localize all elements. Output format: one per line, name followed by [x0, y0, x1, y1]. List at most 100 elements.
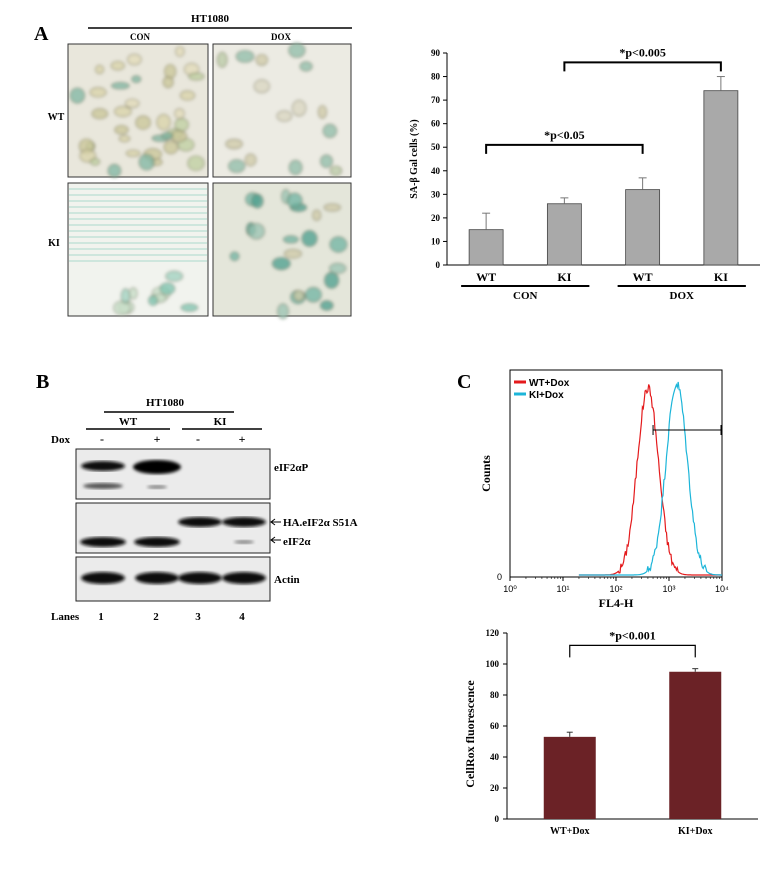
y-tick-label: 30 — [431, 189, 441, 199]
x-tick-label: WT+Dox — [550, 826, 590, 837]
x-tick-label: 10⁰ — [503, 584, 517, 594]
y-tick-label: 120 — [486, 628, 500, 638]
cell-blob — [95, 64, 105, 74]
cell-blob — [276, 110, 292, 122]
bar-3 — [703, 90, 739, 266]
cell-blob — [175, 46, 185, 57]
group-label: CON — [513, 290, 538, 302]
cell-blob — [111, 82, 130, 90]
western-cell-line: HT1080 — [146, 397, 184, 409]
cell-blob — [69, 87, 85, 104]
cell-blob — [127, 53, 142, 66]
significance-bracket — [563, 61, 722, 72]
x-tick-label: KI — [557, 270, 571, 284]
y-tick-label: 60 — [490, 721, 500, 731]
y-tick-label: 20 — [431, 213, 441, 223]
lane-number-3: 3 — [195, 611, 201, 623]
y-tick-label: 50 — [431, 142, 441, 152]
y-axis-label: SA-β Gal cells (%) — [409, 119, 420, 198]
chart-sa-beta-gal: 0 10 20 30 40 50 60 70 80 90 SA-β Gal cells (%) WT K… — [409, 45, 760, 302]
cell-blob — [305, 287, 322, 303]
cell-blob — [164, 64, 177, 79]
cell-blob — [161, 132, 174, 140]
bar-0 — [468, 229, 504, 266]
arrow-icon-eif2a — [270, 536, 281, 544]
y-axis-label: Counts — [479, 455, 493, 492]
cell-blob — [188, 72, 205, 81]
cell-blob — [253, 79, 270, 93]
cell-blob — [324, 271, 339, 289]
western-dox-lane1: - — [100, 432, 104, 446]
cell-blob — [180, 303, 198, 312]
western-dox-label: Dox — [51, 434, 70, 446]
cell-blob — [288, 42, 306, 58]
cell-blob — [320, 154, 333, 168]
cell-blob — [180, 90, 196, 101]
cell-blob — [113, 300, 131, 316]
significance-label: *p<0.05 — [544, 128, 585, 142]
x-tick-label: 10² — [609, 584, 622, 594]
cell-blob — [229, 251, 240, 261]
cell-blob — [114, 125, 129, 135]
legend-label: KI+Dox — [529, 390, 564, 401]
cell-blob — [312, 209, 322, 221]
blot-eif2ap — [75, 448, 271, 500]
cell-blob — [120, 288, 131, 304]
cell-blob — [228, 159, 246, 173]
x-tick-label: 10³ — [662, 584, 675, 594]
x-tick-label: KI — [714, 270, 728, 284]
cell-blob — [114, 106, 132, 117]
cell-blob — [135, 115, 151, 130]
micrograph-ki-dox — [212, 182, 352, 320]
cell-blob — [131, 75, 142, 83]
cell-blob — [187, 155, 205, 171]
bar-2 — [625, 189, 661, 266]
cell-blob — [320, 300, 334, 311]
group-label: DOX — [670, 290, 695, 302]
cell-blob — [317, 105, 327, 119]
western-group-wt: WT — [119, 416, 138, 428]
significance-bracket — [569, 644, 696, 658]
series-line-wt — [578, 384, 722, 576]
micrograph-wt-dox — [212, 42, 352, 178]
lanes-label: Lanes — [51, 611, 80, 623]
lane-number-2: 2 — [153, 611, 159, 623]
cell-blob — [284, 249, 302, 259]
cell-blob — [323, 203, 341, 212]
cell-blob — [128, 287, 138, 300]
cell-blob — [277, 303, 289, 320]
micrograph-col-con: CON — [130, 32, 151, 42]
y-tick-label: 0 — [436, 260, 441, 270]
arrow-icon-ha-eif2a — [270, 518, 281, 526]
cell-blob — [148, 295, 158, 306]
cell-blob — [165, 270, 183, 282]
bar-1 — [669, 671, 722, 819]
lane-number-4: 4 — [239, 611, 245, 623]
micrograph-wt-con — [67, 43, 209, 178]
panel-b-label: B — [36, 371, 49, 393]
x-tick-label: 10⁴ — [715, 584, 729, 594]
legend-label: WT+Dox — [529, 378, 570, 389]
cell-blob — [89, 87, 107, 98]
cell-blob — [91, 108, 108, 119]
y-tick-label: 10 — [431, 236, 441, 246]
significance-label: *p<0.005 — [619, 45, 666, 59]
significance-label: *p<0.001 — [609, 628, 656, 642]
cell-blob — [107, 164, 122, 178]
western-dox-lane4: + — [239, 432, 246, 446]
cell-blob — [299, 61, 313, 72]
y-tick-label: 80 — [490, 690, 500, 700]
y-tick-label: 0 — [495, 814, 500, 824]
x-axis-label: FL4-H — [599, 596, 634, 610]
y-tick-label: 40 — [431, 166, 441, 176]
cell-blob — [272, 257, 291, 270]
y-tick-label: 60 — [431, 119, 441, 129]
bar-1 — [546, 203, 582, 266]
blot-actin — [75, 556, 271, 602]
y-axis-label: CellRox fluorescence — [463, 680, 477, 788]
bar-0 — [543, 736, 596, 819]
y-tick-label: 40 — [490, 752, 500, 762]
cell-blob — [110, 60, 125, 71]
cell-blob — [174, 108, 185, 119]
